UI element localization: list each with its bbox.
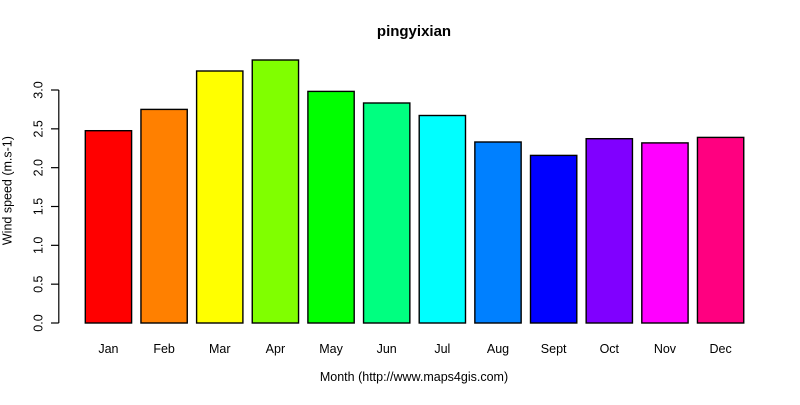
svg-text:pingyixian: pingyixian <box>377 23 451 40</box>
svg-text:1.0: 1.0 <box>31 237 45 254</box>
svg-text:Jun: Jun <box>377 342 397 356</box>
svg-text:Wind speed (m.s-1): Wind speed (m.s-1) <box>1 136 15 245</box>
svg-text:0.5: 0.5 <box>31 275 45 292</box>
svg-text:3.0: 3.0 <box>31 81 45 98</box>
svg-text:0.0: 0.0 <box>31 314 45 331</box>
svg-text:May: May <box>319 342 343 356</box>
svg-text:Oct: Oct <box>600 342 620 356</box>
svg-text:Sept: Sept <box>541 342 567 356</box>
svg-text:2.0: 2.0 <box>31 159 45 176</box>
svg-text:Nov: Nov <box>654 342 677 356</box>
svg-text:Apr: Apr <box>266 342 285 356</box>
svg-text:2.5: 2.5 <box>31 120 45 137</box>
svg-text:Dec: Dec <box>709 342 731 356</box>
svg-text:1.5: 1.5 <box>31 198 45 215</box>
svg-text:Month (http://www.maps4gis.com: Month (http://www.maps4gis.com) <box>320 370 508 384</box>
svg-text:Jul: Jul <box>434 342 450 356</box>
svg-text:Aug: Aug <box>487 342 509 356</box>
svg-text:Mar: Mar <box>209 342 231 356</box>
svg-text:Feb: Feb <box>153 342 175 356</box>
svg-text:Jan: Jan <box>98 342 118 356</box>
